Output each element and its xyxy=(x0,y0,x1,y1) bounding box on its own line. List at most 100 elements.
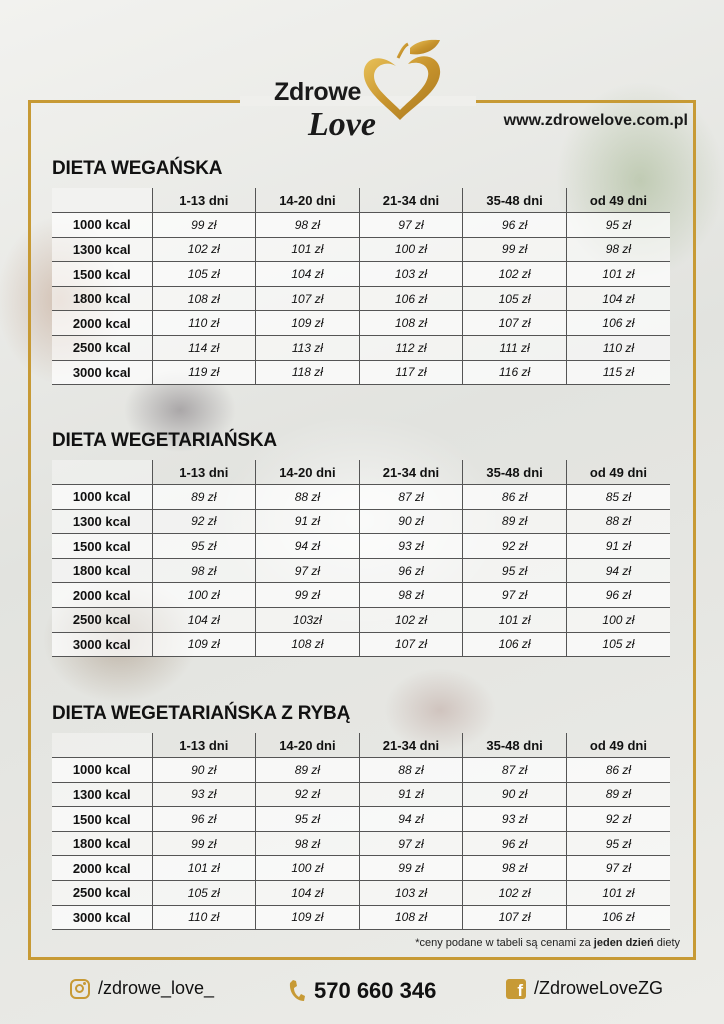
price-cell: 95 zł xyxy=(151,533,256,559)
column-header: 21-34 dni xyxy=(358,733,463,759)
price-cell: 91 zł xyxy=(565,533,670,559)
price-table: 1-13 dni 14-20 dni 21-34 dni 35-48 dni od 49… xyxy=(52,733,670,931)
website-url[interactable]: www.zdrowelove.com.pl xyxy=(503,112,688,129)
table-row: 1000 kcal 89 zł 88 zł 87 zł 86 zł 85 zł xyxy=(52,484,670,510)
price-cell: 85 zł xyxy=(565,484,670,510)
column-header: od 49 dni xyxy=(565,188,670,214)
price-cell: 111 zł xyxy=(462,335,567,361)
diet-section-vegan: DIETA WEGAŃSKA 1-13 dni 14-20 dni 21-34 dn… xyxy=(52,158,672,386)
price-cell: 96 zł xyxy=(462,212,567,238)
table-row: 1500 kcal 96 zł 95 zł 94 zł 93 zł 92 zł xyxy=(52,806,670,832)
price-cell: 96 zł xyxy=(151,806,256,832)
price-cell: 112 zł xyxy=(358,335,463,361)
kcal-label: 1300 kcal xyxy=(52,237,152,263)
price-cell: 97 zł xyxy=(358,212,463,238)
price-cell: 88 zł xyxy=(565,509,670,535)
price-cell: 94 zł xyxy=(565,558,670,584)
table-row: 2500 kcal 105 zł 104 zł 103 zł 102 zł 101 zł xyxy=(52,880,670,906)
price-cell: 89 zł xyxy=(462,509,567,535)
price-cell: 95 zł xyxy=(565,831,670,857)
phone-link[interactable]: 570 660 346 xyxy=(288,978,436,1004)
price-cell: 109 zł xyxy=(255,310,360,337)
kcal-label: 1800 kcal xyxy=(52,831,152,857)
price-cell: 103zł xyxy=(255,607,360,633)
price-cell: 90 zł xyxy=(358,509,463,535)
table-row: 1800 kcal 99 zł 98 zł 97 zł 96 zł 95 zł xyxy=(52,831,670,857)
price-cell: 108 zł xyxy=(151,286,256,312)
price-cell: 90 zł xyxy=(462,782,567,808)
price-cell: 101 zł xyxy=(565,880,670,906)
price-cell: 105 zł xyxy=(151,261,256,287)
price-cell: 99 zł xyxy=(358,855,463,882)
price-cell: 106 zł xyxy=(462,632,567,658)
price-cell: 88 zł xyxy=(255,484,360,510)
kcal-label: 2000 kcal xyxy=(52,310,152,337)
facebook-link[interactable]: f /ZdroweLoveZG xyxy=(506,978,663,999)
price-cell: 97 zł xyxy=(255,558,360,584)
price-cell: 107 zł xyxy=(255,286,360,312)
price-cell: 102 zł xyxy=(462,880,567,906)
table-corner-cell xyxy=(52,188,152,214)
price-cell: 92 zł xyxy=(565,806,670,832)
table-row: 3000 kcal 109 zł 108 zł 107 zł 106 zł 105 zł xyxy=(52,632,670,658)
price-cell: 102 zł xyxy=(151,237,256,263)
price-cell: 91 zł xyxy=(255,509,360,535)
price-cell: 104 zł xyxy=(565,286,670,312)
price-cell: 105 zł xyxy=(462,286,567,312)
price-cell: 95 zł xyxy=(565,212,670,238)
table-row: 1000 kcal 99 zł 98 zł 97 zł 96 zł 95 zł xyxy=(52,212,670,238)
price-cell: 106 zł xyxy=(565,905,670,931)
price-cell: 118 zł xyxy=(255,360,360,386)
column-header: 1-13 dni xyxy=(151,460,256,486)
price-cell: 104 zł xyxy=(255,880,360,906)
price-cell: 91 zł xyxy=(358,782,463,808)
kcal-label: 2500 kcal xyxy=(52,880,152,906)
column-header: 21-34 dni xyxy=(358,460,463,486)
kcal-label: 2000 kcal xyxy=(52,582,152,609)
price-table: 1-13 dni 14-20 dni 21-34 dni 35-48 dni od 49… xyxy=(52,460,670,658)
column-header: 35-48 dni xyxy=(462,460,567,486)
column-header: 14-20 dni xyxy=(255,733,360,759)
price-cell: 98 zł xyxy=(255,212,360,238)
footnote-bold: jeden dzień xyxy=(593,937,654,949)
price-cell: 108 zł xyxy=(358,905,463,931)
kcal-label: 1000 kcal xyxy=(52,484,152,510)
price-cell: 93 zł xyxy=(358,533,463,559)
kcal-label: 2000 kcal xyxy=(52,855,152,882)
table-row: 2000 kcal 110 zł 109 zł 108 zł 107 zł 106 zł xyxy=(52,310,670,337)
kcal-label: 2500 kcal xyxy=(52,335,152,361)
price-cell: 119 zł xyxy=(151,360,256,386)
diet-title: DIETA WEGETARIAŃSKA Z RYBĄ xyxy=(52,703,351,724)
heart-logo-icon xyxy=(363,39,441,120)
instagram-handle: /zdrowe_love_ xyxy=(98,978,215,998)
price-cell: 103 zł xyxy=(358,880,463,906)
price-cell: 114 zł xyxy=(151,335,256,361)
table-row: 2500 kcal 114 zł 113 zł 112 zł 111 zł 110 zł xyxy=(52,335,670,361)
table-header-row: 1-13 dni 14-20 dni 21-34 dni 35-48 dni od 49… xyxy=(52,460,670,486)
phone-number: 570 660 346 xyxy=(314,978,437,1003)
column-header: 1-13 dni xyxy=(151,733,256,759)
price-cell: 92 zł xyxy=(151,509,256,535)
price-footnote: *ceny podane w tabeli są cenami za jeden… xyxy=(415,937,680,949)
column-header: 14-20 dni xyxy=(255,460,360,486)
column-header: od 49 dni xyxy=(565,460,670,486)
price-cell: 110 zł xyxy=(151,905,256,931)
price-cell: 98 zł xyxy=(462,855,567,882)
price-cell: 99 zł xyxy=(151,831,256,857)
price-cell: 108 zł xyxy=(358,310,463,337)
price-cell: 96 zł xyxy=(358,558,463,584)
facebook-handle: /ZdroweLoveZG xyxy=(534,978,664,998)
brand-word-zdrowe: Zdrowe xyxy=(274,78,362,106)
price-cell: 96 zł xyxy=(462,831,567,857)
table-header-row: 1-13 dni 14-20 dni 21-34 dni 35-48 dni od 49… xyxy=(52,188,670,214)
price-cell: 92 zł xyxy=(255,782,360,808)
price-cell: 86 zł xyxy=(565,757,670,783)
instagram-link[interactable]: /zdrowe_love_ xyxy=(70,978,214,999)
price-cell: 99 zł xyxy=(462,237,567,263)
price-cell: 107 zł xyxy=(462,310,567,337)
price-cell: 87 zł xyxy=(462,757,567,783)
table-row: 3000 kcal 110 zł 109 zł 108 zł 107 zł 106 zł xyxy=(52,905,670,931)
price-cell: 101 zł xyxy=(565,261,670,287)
price-cell: 113 zł xyxy=(255,335,360,361)
table-row: 2000 kcal 101 zł 100 zł 99 zł 98 zł 97 zł xyxy=(52,855,670,882)
